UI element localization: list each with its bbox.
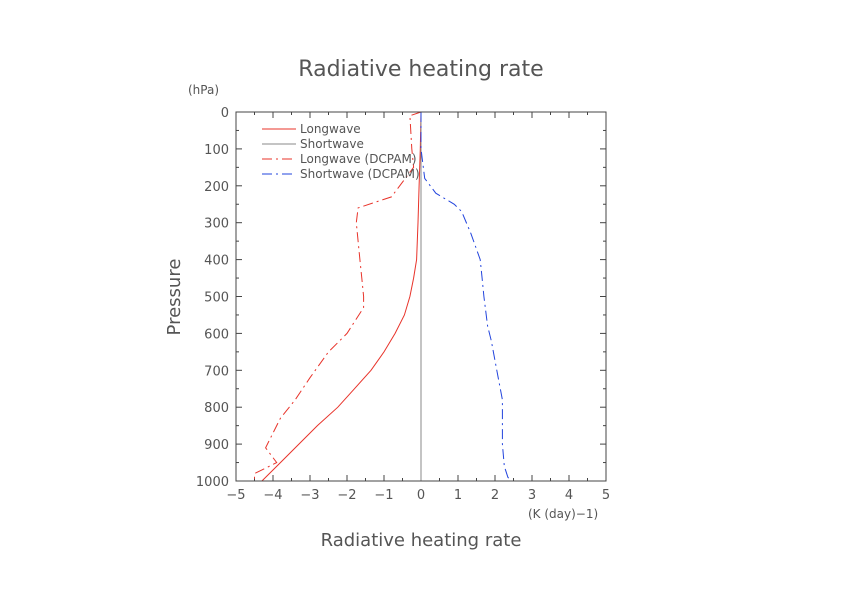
x-tick-label: 3 — [528, 488, 536, 503]
y-tick-label: 600 — [204, 327, 229, 342]
series-layer — [254, 111, 512, 482]
series-line — [254, 111, 422, 481]
x-tick-label: 2 — [491, 488, 499, 503]
x-tick-label: −5 — [226, 488, 245, 503]
x-tick-label: −3 — [300, 488, 319, 503]
x-tick-label: −4 — [263, 488, 282, 503]
x-tick-label: −2 — [337, 488, 356, 503]
y-tick-label: 1000 — [196, 475, 229, 490]
y-tick-label: 500 — [204, 291, 229, 306]
x-tick-label: 0 — [417, 488, 425, 503]
y-tick-label: 200 — [204, 180, 229, 195]
y-tick-label: 900 — [204, 438, 229, 453]
axis-tick-labels: −5 −4 −3 −2 −1 0 1 2 3 4 5 0 100 200 300 400 500 600 700 80… — [196, 106, 610, 503]
x-axis-label: Radiative heating rate — [321, 530, 522, 551]
y-axis-label: Pressure — [164, 259, 185, 336]
legend-label: Shortwave (DCPAM) — [300, 167, 420, 181]
plot-frame — [235, 111, 607, 482]
x-tick-label: 5 — [602, 488, 610, 503]
x-tick-label: −1 — [374, 488, 393, 503]
series-line — [261, 111, 422, 482]
y-tick-label: 100 — [204, 143, 229, 158]
x-tick-label: 1 — [454, 488, 462, 503]
x-unit-label: (K (day)−1) — [528, 507, 598, 521]
y-unit-label: (hPa) — [188, 83, 219, 97]
y-tick-label: 400 — [204, 254, 229, 269]
legend-label: Shortwave — [300, 137, 364, 151]
y-tick-label: 300 — [204, 217, 229, 232]
chart-title: Radiative heating rate — [298, 57, 543, 82]
legend-label: Longwave — [300, 122, 361, 136]
legend-label: Longwave (DCPAM) — [300, 152, 417, 166]
series-line — [420, 112, 512, 482]
y-tick-label: 700 — [204, 364, 229, 379]
x-tick-label: 4 — [565, 488, 573, 503]
y-tick-label: 800 — [204, 401, 229, 416]
y-tick-label: 0 — [221, 106, 229, 121]
